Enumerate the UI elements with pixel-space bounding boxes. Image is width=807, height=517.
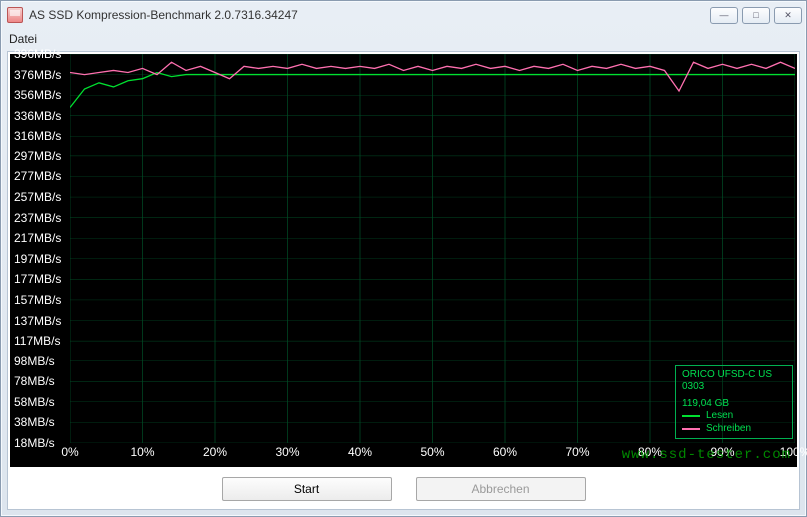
legend-capacity: 119,04 GB [682, 398, 786, 411]
legend-read-row: Lesen [682, 410, 786, 423]
y-axis-labels: 396MB/s376MB/s356MB/s336MB/s316MB/s297MB… [10, 54, 70, 443]
menubar: Datei [1, 29, 806, 49]
legend-write-row: Schreiben [682, 423, 786, 436]
legend-device: ORICO UFSD-C US [682, 369, 786, 382]
button-row: Start Abbrechen [8, 469, 799, 509]
legend-box: ORICO UFSD-C US 0303 119,04 GB Lesen Sch… [675, 365, 793, 440]
app-icon [7, 7, 23, 23]
titlebar[interactable]: AS SSD Kompression-Benchmark 2.0.7316.34… [1, 1, 806, 29]
window-controls: — □ ✕ [710, 7, 802, 24]
close-button[interactable]: ✕ [774, 7, 802, 24]
legend-write-swatch [682, 428, 700, 430]
watermark-text: www.ssd-tester.com [622, 447, 791, 463]
start-button[interactable]: Start [222, 477, 392, 501]
legend-read-swatch [682, 415, 700, 417]
legend-write-label: Schreiben [706, 423, 751, 436]
legend-code: 0303 [682, 381, 786, 394]
minimize-button[interactable]: — [710, 7, 738, 24]
maximize-button[interactable]: □ [742, 7, 770, 24]
menu-file[interactable]: Datei [9, 32, 37, 46]
abort-button[interactable]: Abbrechen [416, 477, 586, 501]
chart-area: 396MB/s376MB/s356MB/s336MB/s316MB/s297MB… [10, 54, 797, 467]
client-area: 396MB/s376MB/s356MB/s336MB/s316MB/s297MB… [7, 51, 800, 510]
window-title: AS SSD Kompression-Benchmark 2.0.7316.34… [29, 8, 710, 22]
app-window: AS SSD Kompression-Benchmark 2.0.7316.34… [0, 0, 807, 517]
legend-read-label: Lesen [706, 410, 733, 423]
